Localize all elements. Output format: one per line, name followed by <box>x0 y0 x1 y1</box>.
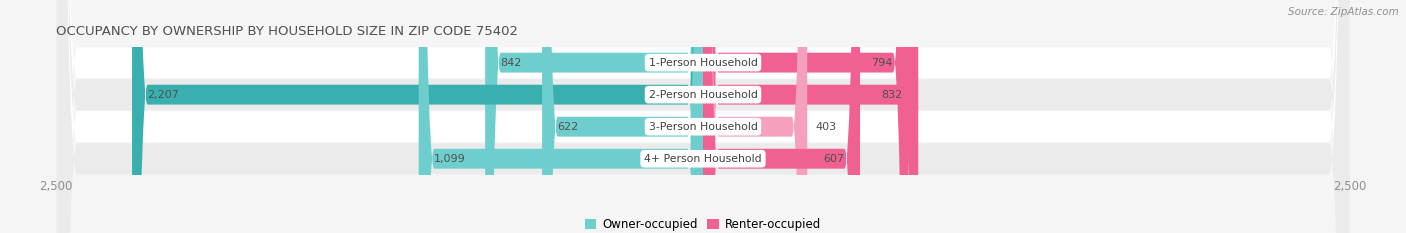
FancyBboxPatch shape <box>56 0 1350 233</box>
Text: 1,099: 1,099 <box>434 154 465 164</box>
Text: Source: ZipAtlas.com: Source: ZipAtlas.com <box>1288 7 1399 17</box>
FancyBboxPatch shape <box>419 0 703 233</box>
Text: 832: 832 <box>882 90 903 100</box>
FancyBboxPatch shape <box>56 0 1350 233</box>
Text: 607: 607 <box>824 154 845 164</box>
Text: 403: 403 <box>815 122 837 132</box>
FancyBboxPatch shape <box>132 0 703 233</box>
Text: 2,207: 2,207 <box>148 90 180 100</box>
Text: 842: 842 <box>501 58 522 68</box>
FancyBboxPatch shape <box>703 0 807 233</box>
FancyBboxPatch shape <box>543 0 703 233</box>
Text: 4+ Person Household: 4+ Person Household <box>644 154 762 164</box>
Text: 794: 794 <box>872 58 893 68</box>
FancyBboxPatch shape <box>485 0 703 233</box>
Text: 2-Person Household: 2-Person Household <box>648 90 758 100</box>
FancyBboxPatch shape <box>56 0 1350 233</box>
FancyBboxPatch shape <box>703 0 860 233</box>
Text: 3-Person Household: 3-Person Household <box>648 122 758 132</box>
Text: 622: 622 <box>558 122 579 132</box>
Text: OCCUPANCY BY OWNERSHIP BY HOUSEHOLD SIZE IN ZIP CODE 75402: OCCUPANCY BY OWNERSHIP BY HOUSEHOLD SIZE… <box>56 25 519 38</box>
FancyBboxPatch shape <box>56 0 1350 233</box>
FancyBboxPatch shape <box>703 0 908 233</box>
FancyBboxPatch shape <box>703 0 918 233</box>
Text: 1-Person Household: 1-Person Household <box>648 58 758 68</box>
Legend: Owner-occupied, Renter-occupied: Owner-occupied, Renter-occupied <box>579 213 827 233</box>
